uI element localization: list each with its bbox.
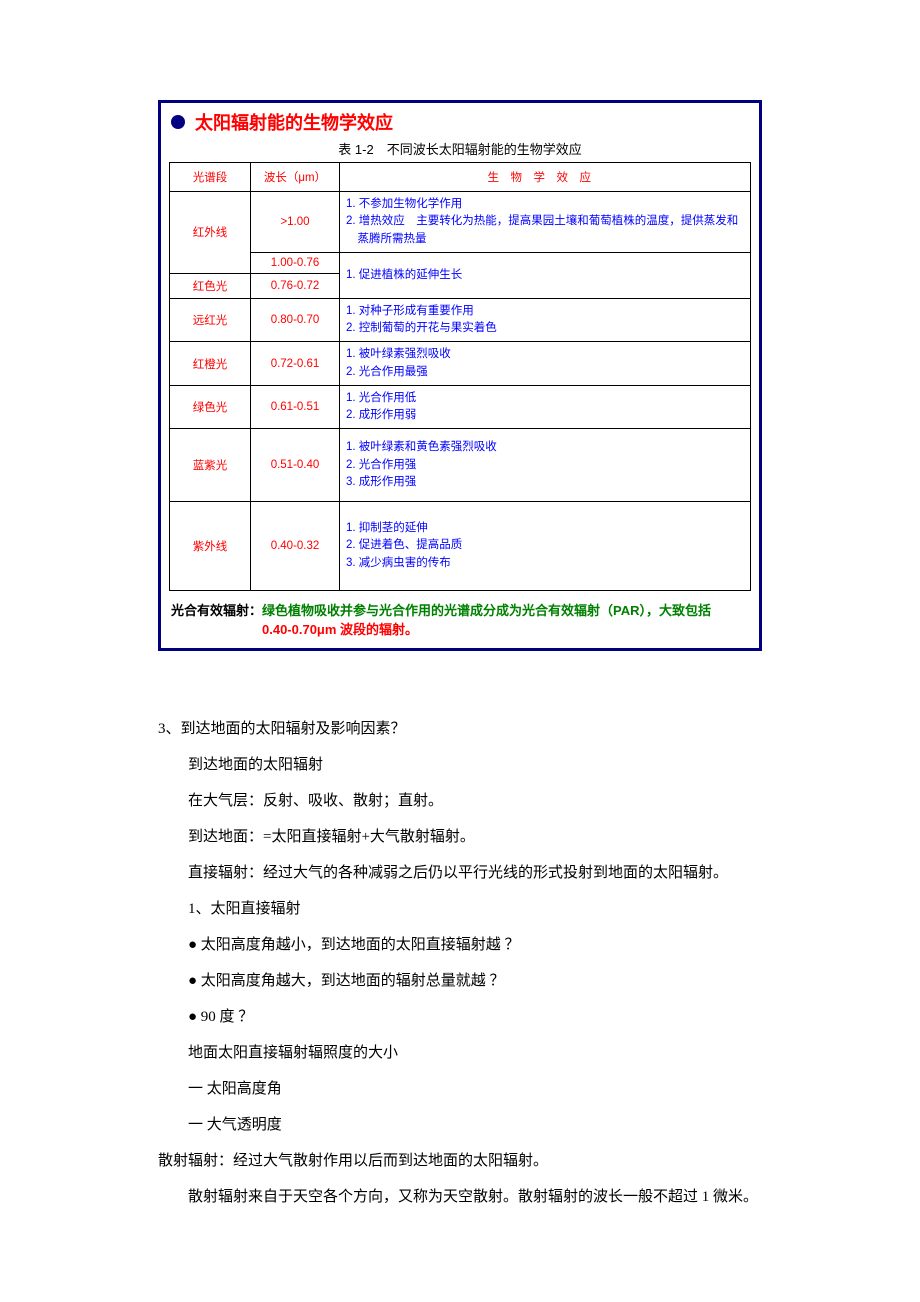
cell-effect: 1. 被叶绿素强烈吸收 2. 光合作用最强 [340, 342, 751, 386]
header-effect: 生物学效应 [340, 163, 751, 192]
cell-wave: >1.00 [251, 192, 340, 253]
question-3: 3、到达地面的太阳辐射及影响因素？ [158, 711, 762, 747]
header-band: 光谱段 [170, 163, 251, 192]
cell-band: 紫外线 [170, 502, 251, 591]
bullet-icon [171, 115, 185, 129]
effect-line: 1. 被叶绿素强烈吸收 [346, 346, 744, 363]
effect-line: 2. 光合作用最强 [346, 364, 744, 381]
body-line: 直接辐射：经过大气的各种减弱之后仍以平行光线的形式投射到地面的太阳辐射。 [158, 855, 762, 891]
slide-title-row: 太阳辐射能的生物学效应 [161, 103, 759, 137]
document-page: 太阳辐射能的生物学效应 表 1-2 不同波长太阳辐射能的生物学效应 光谱段 波长… [0, 0, 920, 1275]
table-row: 红橙光 0.72-0.61 1. 被叶绿素强烈吸收 2. 光合作用最强 [170, 342, 751, 386]
cell-wave: 0.72-0.61 [251, 342, 340, 386]
cell-wave: 1.00-0.76 [251, 252, 340, 273]
body-line: 到达地面的太阳辐射 [158, 747, 762, 783]
cell-wave: 0.61-0.51 [251, 385, 340, 429]
body-line: 一 大气透明度 [158, 1107, 762, 1143]
table-row: 红外线 >1.00 1. 不参加生物化学作用 2. 增热效应 主要转化为热能，提… [170, 192, 751, 253]
cell-effect: 1. 促进植株的延伸生长 [340, 252, 751, 298]
body-line: ● 90 度 ？ [158, 999, 762, 1035]
bio-effect-table: 光谱段 波长（μm） 生物学效应 红外线 >1.00 1. 不参加生物化学作用 … [169, 162, 751, 591]
footer-label: 光合有效辐射： [171, 603, 262, 618]
effect-line: 1. 不参加生物化学作用 [346, 196, 744, 213]
cell-effect: 1. 对种子形成有重要作用 2. 控制葡萄的开花与果实着色 [340, 298, 751, 342]
effect-line: 2. 成形作用弱 [346, 407, 744, 424]
table-caption: 表 1-2 不同波长太阳辐射能的生物学效应 [161, 137, 759, 162]
cell-band: 绿色光 [170, 385, 251, 429]
body-line: 散射辐射来自于天空各个方向，又称为天空散射。散射辐射的波长一般不超过 1 微米。 [158, 1179, 762, 1215]
body-line: 到达地面：=太阳直接辐射+大气散射辐射。 [158, 819, 762, 855]
cell-wave: 0.51-0.40 [251, 429, 340, 502]
effect-line: 2. 促进着色、提高品质 [346, 537, 744, 554]
body-line: 散射辐射：经过大气散射作用以后而到达地面的太阳辐射。 [158, 1143, 762, 1179]
body-line: ● 太阳高度角越小，到达地面的太阳直接辐射越 ？ [158, 927, 762, 963]
cell-wave: 0.80-0.70 [251, 298, 340, 342]
effect-line: 2. 增热效应 主要转化为热能，提高果园土壤和葡萄植株的温度，提供蒸发和蒸腾所需… [346, 213, 744, 248]
table-row: 远红光 0.80-0.70 1. 对种子形成有重要作用 2. 控制葡萄的开花与果… [170, 298, 751, 342]
body-text-section: 3、到达地面的太阳辐射及影响因素？ 到达地面的太阳辐射 在大气层：反射、吸收、散… [158, 711, 762, 1215]
footer-red-text: 0.40-0.70μm 波段的辐射。 [262, 622, 418, 637]
effect-line: 1. 对种子形成有重要作用 [346, 303, 744, 320]
effect-line: 1. 光合作用低 [346, 390, 744, 407]
cell-effect: 1. 抑制茎的延伸 2. 促进着色、提高品质 3. 减少病虫害的传布 [340, 502, 751, 591]
cell-wave: 0.76-0.72 [251, 273, 340, 298]
cell-band: 蓝紫光 [170, 429, 251, 502]
cell-band: 红外线 [170, 192, 251, 274]
table-row: 紫外线 0.40-0.32 1. 抑制茎的延伸 2. 促进着色、提高品质 3. … [170, 502, 751, 591]
cell-band: 红橙光 [170, 342, 251, 386]
cell-effect: 1. 被叶绿素和黄色素强烈吸收 2. 光合作用强 3. 成形作用强 [340, 429, 751, 502]
cell-effect: 1. 不参加生物化学作用 2. 增热效应 主要转化为热能，提高果园土壤和葡萄植株… [340, 192, 751, 253]
effect-line: 3. 减少病虫害的传布 [346, 555, 744, 572]
body-line: 1、太阳直接辐射 [158, 891, 762, 927]
body-line: 一 太阳高度角 [158, 1071, 762, 1107]
effect-line: 2. 控制葡萄的开花与果实着色 [346, 320, 744, 337]
footer-green-text: 绿色植物吸收并参与光合作用的光谱成分成为光合有效辐射（PAR），大致包括 [262, 603, 711, 618]
cell-wave: 0.40-0.32 [251, 502, 340, 591]
cell-band: 远红光 [170, 298, 251, 342]
body-line: 地面太阳直接辐射辐照度的大小 [158, 1035, 762, 1071]
body-line: 在大气层：反射、吸收、散射；直射。 [158, 783, 762, 819]
body-line: ● 太阳高度角越大，到达地面的辐射总量就越 ？ [158, 963, 762, 999]
effect-line: 1. 被叶绿素和黄色素强烈吸收 [346, 439, 744, 456]
par-footer-note: 光合有效辐射：绿色植物吸收并参与光合作用的光谱成分成为光合有效辐射（PAR），大… [161, 597, 759, 648]
effect-line: 2. 光合作用强 [346, 457, 744, 474]
cell-band: 红色光 [170, 273, 251, 298]
header-wavelength: 波长（μm） [251, 163, 340, 192]
cell-effect: 1. 光合作用低 2. 成形作用弱 [340, 385, 751, 429]
table-row: 蓝紫光 0.51-0.40 1. 被叶绿素和黄色素强烈吸收 2. 光合作用强 3… [170, 429, 751, 502]
table-header-row: 光谱段 波长（μm） 生物学效应 [170, 163, 751, 192]
effect-line: 3. 成形作用强 [346, 474, 744, 491]
slide-container: 太阳辐射能的生物学效应 表 1-2 不同波长太阳辐射能的生物学效应 光谱段 波长… [158, 100, 762, 651]
table-row: 1.00-0.76 1. 促进植株的延伸生长 [170, 252, 751, 273]
slide-title: 太阳辐射能的生物学效应 [195, 113, 393, 133]
table-row: 绿色光 0.61-0.51 1. 光合作用低 2. 成形作用弱 [170, 385, 751, 429]
effect-line: 1. 抑制茎的延伸 [346, 520, 744, 537]
